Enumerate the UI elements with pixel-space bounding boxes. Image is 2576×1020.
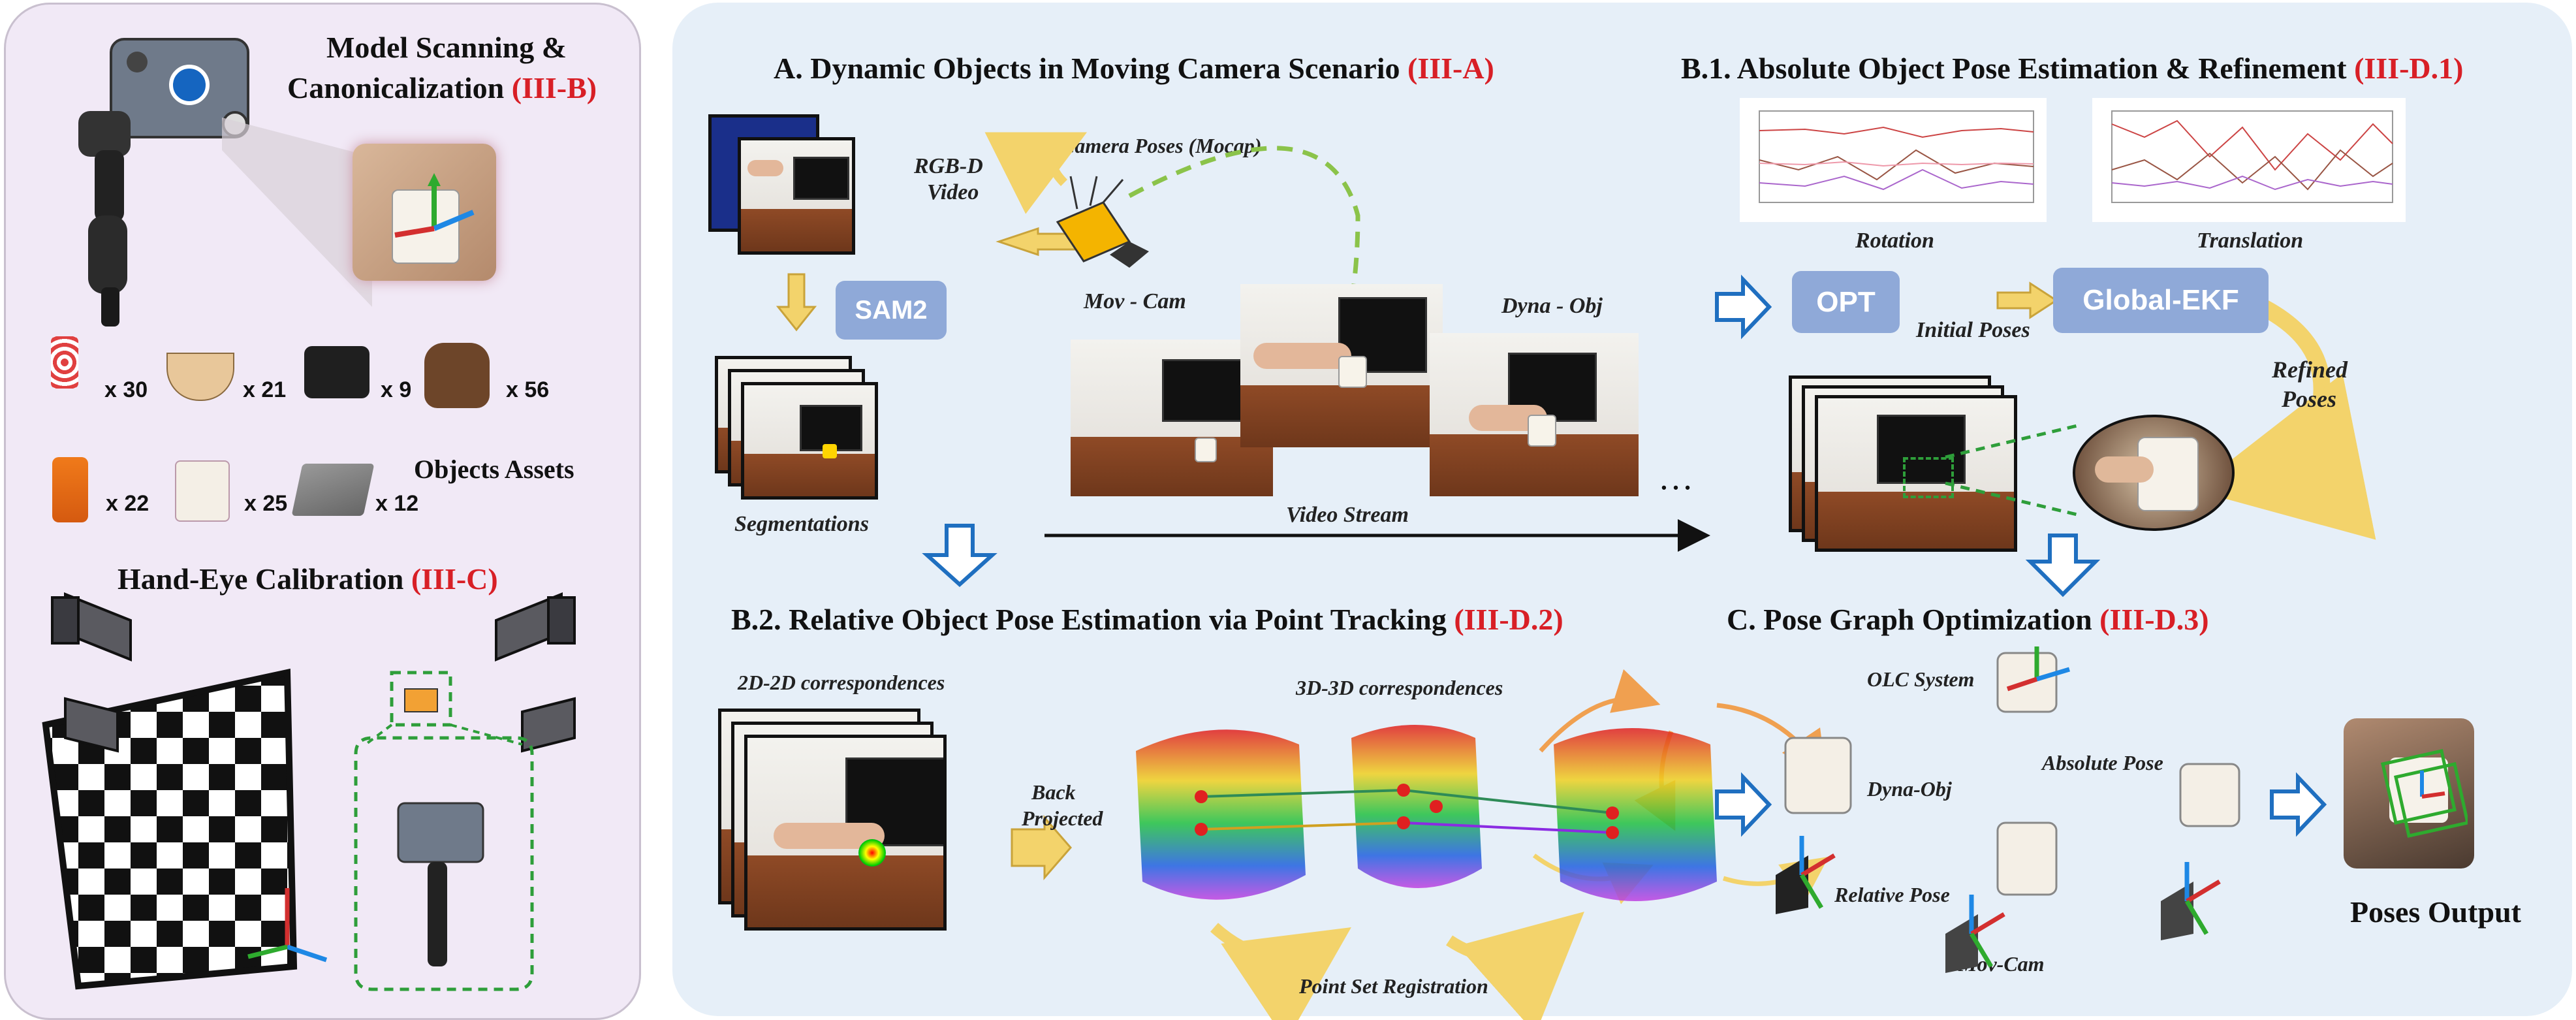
objects-assets-label: Objects Assets — [414, 454, 574, 484]
calibration-title-ref: (III-C) — [411, 562, 498, 596]
dynaobj-node-label: Dyna-Obj — [1867, 777, 1952, 801]
back-label: Back — [1031, 780, 1076, 804]
scanned-mug-thumbnail — [353, 144, 496, 281]
bowl-icon — [166, 353, 234, 401]
absolute-pose-label: Absolute Pose — [2042, 751, 2163, 774]
section-c-ref: (III-D.3) — [2099, 603, 2209, 636]
translation-plot — [2092, 98, 2406, 222]
scanning-title-ref: (III-B) — [511, 71, 597, 104]
scan-view-beam — [222, 118, 372, 307]
video-frame-2 — [1240, 284, 1443, 447]
can-icon — [51, 336, 78, 389]
mug-node-dynaobj — [1784, 737, 1852, 814]
rgbd-label: RGB-D — [914, 154, 983, 178]
corr3d-label: 3D-3D correspondences — [1296, 676, 1503, 699]
camera-icon — [304, 346, 369, 398]
zoomed-mug-ellipse — [2073, 415, 2235, 531]
scanning-title-text: Canonicalization — [287, 71, 505, 104]
pose-graph — [1776, 646, 2240, 973]
projected-label: Projected — [1022, 806, 1103, 830]
mug-node-movcam — [1996, 821, 2058, 896]
b2-frame-front — [744, 735, 947, 931]
section-a-title-text: A. Dynamic Objects in Moving Camera Scen… — [774, 52, 1400, 85]
refined-label: Refined — [2272, 357, 2348, 383]
count-laptop: x 12 — [375, 491, 419, 516]
poses-output-label: Poses Output — [2350, 895, 2521, 929]
movcam-label: Mov - Cam — [1084, 289, 1186, 313]
video-stream-label: Video Stream — [1286, 503, 1409, 527]
count-bear: x 56 — [506, 377, 550, 402]
global-ekf-box: Global-EKF — [2053, 268, 2269, 333]
registration-label: Point Set Registration — [1299, 974, 1488, 998]
video-frame-3 — [1430, 333, 1639, 496]
section-b2-title: B.2. Relative Object Pose Estimation via… — [731, 602, 1563, 637]
count-soda: x 22 — [106, 491, 149, 516]
section-b2-ref: (III-D.2) — [1454, 603, 1563, 636]
section-b2-title-text: B.2. Relative Object Pose Estimation via… — [731, 603, 1447, 636]
point-cloud-registration — [1136, 725, 1717, 901]
poses-output-image — [2344, 718, 2474, 869]
mug-icon — [175, 460, 230, 522]
scanning-title-line1: Model Scanning & — [326, 31, 567, 64]
toy-bear-icon — [424, 343, 490, 408]
calibration-illustration — [42, 592, 576, 991]
laptop-icon — [291, 464, 375, 516]
count-camera: x 9 — [381, 377, 412, 402]
dynaobj-label: Dyna - Obj — [1501, 294, 1603, 318]
video-frame-1 — [1071, 340, 1273, 496]
section-b1-ref: (III-D.1) — [2354, 52, 2464, 85]
count-mug: x 25 — [244, 491, 288, 516]
section-c-title: C. Pose Graph Optimization (III-D.3) — [1727, 602, 2209, 637]
mug-node-absolute — [2179, 763, 2240, 827]
rgb-frame — [738, 137, 855, 255]
olc-label: OLC System — [1867, 667, 1975, 691]
zoom-callout-lines — [1945, 422, 2083, 518]
soda-can-icon — [52, 457, 88, 522]
opt-box: OPT — [1792, 271, 1900, 333]
translation-label: Translation — [2197, 229, 2304, 253]
section-b1-title: B.1. Absolute Object Pose Estimation & R… — [1681, 51, 2463, 86]
seg-frame-front — [741, 382, 878, 500]
scanning-title-line2: Canonicalization (III-B) — [287, 71, 597, 105]
corr2d-label: 2D-2D correspondences — [738, 671, 945, 694]
count-bowl: x 21 — [243, 377, 287, 402]
section-a-title: A. Dynamic Objects in Moving Camera Scen… — [774, 51, 1494, 86]
calibration-title-text: Hand-Eye Calibration — [118, 562, 404, 596]
video-ellipsis: … — [1658, 458, 1693, 497]
section-b1-title-text: B.1. Absolute Object Pose Estimation & R… — [1681, 52, 2347, 85]
initial-poses-label: Initial Poses — [1916, 318, 2030, 342]
calibration-title: Hand-Eye Calibration (III-C) — [118, 562, 498, 596]
relative-pose-label: Relative Pose — [1834, 883, 1950, 906]
segmentations-label: Segmentations — [734, 512, 869, 536]
b1-frame-front — [1815, 395, 2017, 552]
section-c-title-text: C. Pose Graph Optimization — [1727, 603, 2092, 636]
rotation-label: Rotation — [1855, 229, 1934, 253]
camera-drawing — [1056, 176, 1149, 268]
section-a-ref: (III-A) — [1407, 52, 1494, 85]
rotation-plot — [1740, 98, 2047, 222]
poses-label: Poses — [2282, 386, 2336, 412]
count-can: x 30 — [104, 377, 148, 402]
video-label: Video — [927, 180, 979, 204]
sam2-box: SAM2 — [836, 281, 947, 340]
